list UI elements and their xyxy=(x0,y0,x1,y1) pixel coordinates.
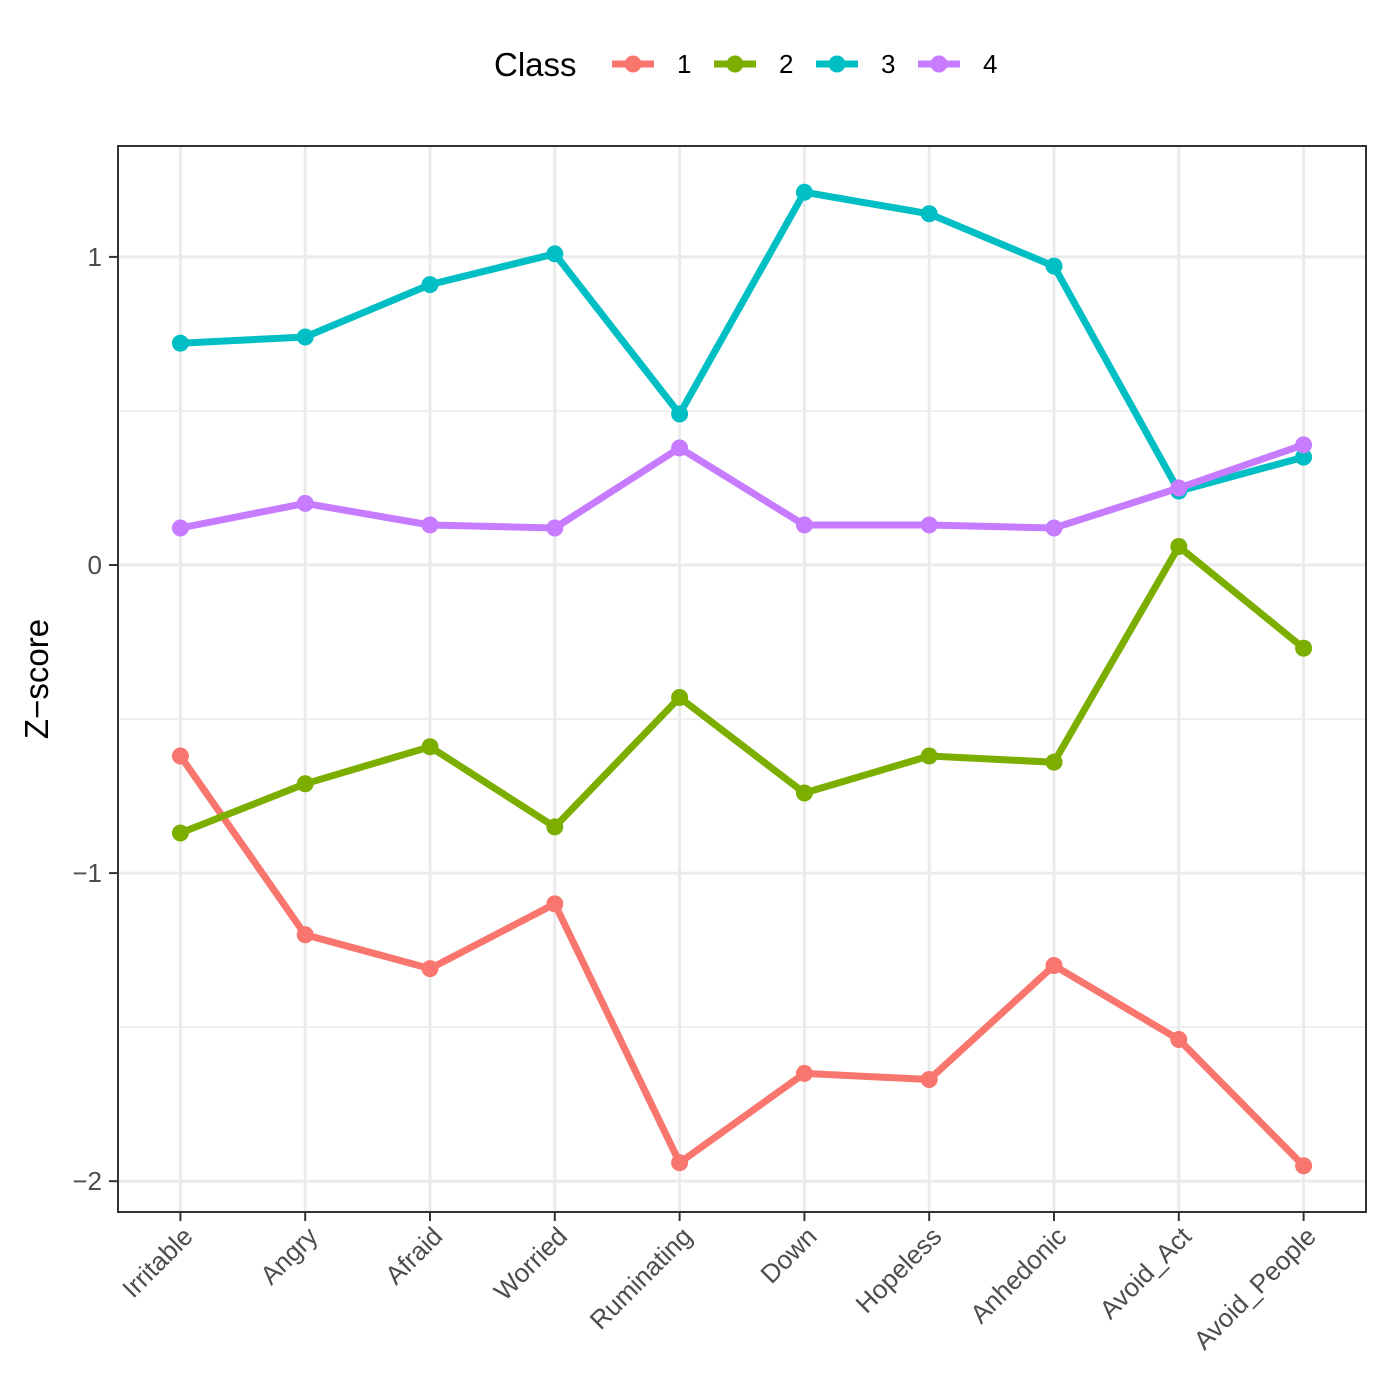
x-tick-label: Down xyxy=(754,1221,822,1289)
data-point xyxy=(1170,538,1188,556)
data-point xyxy=(671,405,689,423)
data-point xyxy=(795,183,813,201)
legend-label: 4 xyxy=(983,49,997,79)
legend-entry-3: 3 xyxy=(816,49,895,79)
data-point xyxy=(296,494,314,512)
series-line-4 xyxy=(179,441,1305,532)
data-point xyxy=(421,960,439,978)
data-point xyxy=(795,516,813,534)
data-point xyxy=(795,1064,813,1082)
series-1 xyxy=(171,747,1313,1175)
x-tick-label: Avoid_People xyxy=(1187,1221,1321,1355)
data-point xyxy=(1170,479,1188,497)
x-tick-label: Irritable xyxy=(116,1221,199,1304)
data-point xyxy=(1170,1030,1188,1048)
data-point xyxy=(171,334,189,352)
legend-entry-1: 1 xyxy=(612,49,691,79)
series-line-1 xyxy=(177,753,1307,1169)
data-point xyxy=(546,519,564,537)
legend: Class 1 2 3 4 xyxy=(494,46,997,83)
series-line-2 xyxy=(179,543,1306,837)
series-2 xyxy=(171,538,1313,842)
data-point xyxy=(920,1071,938,1089)
data-point xyxy=(171,519,189,537)
x-tick-label: Afraid xyxy=(379,1221,448,1290)
y-tick-label: 0 xyxy=(88,550,102,580)
series-line-3 xyxy=(180,188,1305,495)
legend-key-point xyxy=(726,55,744,73)
legend-entry-4: 4 xyxy=(918,49,997,79)
data-point xyxy=(171,824,189,842)
plot-panel xyxy=(118,146,1366,1212)
data-point xyxy=(920,516,938,534)
legend-key-point xyxy=(624,55,642,73)
legend-label: 2 xyxy=(779,49,793,79)
data-point xyxy=(1295,639,1313,657)
data-point xyxy=(421,516,439,534)
y-tick-label: 1 xyxy=(88,242,102,272)
data-point xyxy=(671,1154,689,1172)
data-point xyxy=(421,276,439,294)
data-point xyxy=(546,895,564,913)
data-point xyxy=(296,926,314,944)
legend-key-point xyxy=(930,55,948,73)
y-tick-label: −1 xyxy=(72,858,102,888)
legend-title: Class xyxy=(494,46,577,83)
x-axis: Irritable Angry Afraid Worried Ruminating Dow… xyxy=(116,1212,1322,1355)
series-layer xyxy=(171,183,1313,1175)
data-point xyxy=(671,688,689,706)
y-axis-title: Z−score xyxy=(18,619,55,739)
legend-label: 3 xyxy=(881,49,895,79)
data-point xyxy=(546,245,564,263)
legend-label: 1 xyxy=(677,49,691,79)
data-point xyxy=(546,818,564,836)
x-tick-label: Worried xyxy=(488,1221,573,1306)
data-point xyxy=(920,205,938,223)
x-tick-label: Angry xyxy=(254,1221,323,1290)
x-tick-label: Ruminating xyxy=(584,1221,698,1335)
data-point xyxy=(795,784,813,802)
legend-key-point xyxy=(828,55,846,73)
data-point xyxy=(920,747,938,765)
x-tick-label: Hopeless xyxy=(850,1221,948,1319)
plot-border xyxy=(117,145,1367,1213)
series-4 xyxy=(171,436,1313,537)
data-point xyxy=(296,775,314,793)
legend-entry-2: 2 xyxy=(714,49,793,79)
data-point xyxy=(1295,448,1313,466)
data-point xyxy=(1045,257,1063,275)
data-point xyxy=(1045,957,1063,975)
y-axis: −2 −1 0 1 xyxy=(72,242,118,1196)
y-tick-label: −2 xyxy=(72,1166,102,1196)
data-point xyxy=(171,747,189,765)
data-point xyxy=(296,328,314,346)
data-point xyxy=(421,738,439,756)
data-point xyxy=(1295,1157,1313,1175)
data-point xyxy=(1045,753,1063,771)
x-tick-label: Avoid_Act xyxy=(1093,1220,1197,1324)
data-point xyxy=(1045,519,1063,537)
data-point xyxy=(671,439,689,457)
x-tick-label: Anhedonic xyxy=(964,1221,1072,1329)
data-point xyxy=(1295,436,1313,454)
